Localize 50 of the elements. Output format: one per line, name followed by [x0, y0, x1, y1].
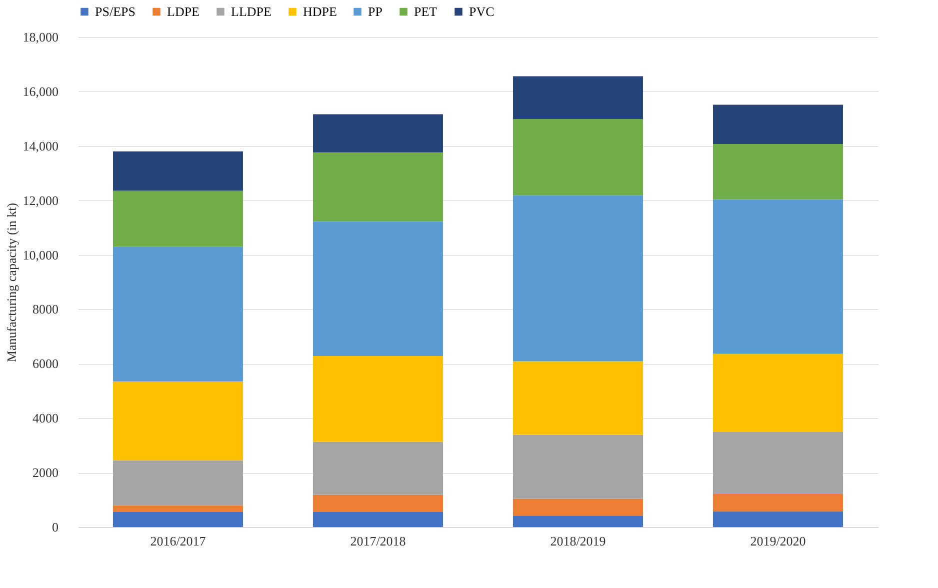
y-tick-label: 8000 [32, 302, 58, 317]
x-tick-label: 2017/2018 [350, 534, 406, 548]
bar [713, 104, 843, 144]
legend-label: PVC [469, 4, 494, 19]
legend-label: LLDPE [231, 4, 272, 19]
bar [713, 432, 843, 494]
bar [113, 246, 243, 382]
bar [313, 152, 443, 222]
y-tick-label: 2000 [32, 465, 58, 480]
bar [313, 442, 443, 495]
x-tick-label: 2018/2019 [550, 534, 606, 548]
bar [513, 118, 643, 196]
bar [513, 516, 643, 527]
bar [113, 381, 243, 460]
bar [313, 114, 443, 152]
bar [113, 151, 243, 191]
bar [513, 498, 643, 516]
bar [713, 494, 843, 512]
bar [713, 144, 843, 200]
bar [113, 512, 243, 527]
legend-label: HDPE [303, 4, 338, 19]
legend-label: PS/EPS [95, 4, 136, 19]
bar [313, 494, 443, 512]
y-tick-label: 16,000 [22, 84, 58, 99]
bar [313, 356, 443, 442]
bar [513, 76, 643, 119]
bar [713, 199, 843, 354]
legend-label: PP [368, 4, 382, 19]
x-tick-label: 2016/2017 [150, 534, 206, 548]
y-axis-title: Manufacturing capacity (in kt) [4, 202, 19, 362]
y-tick-label: 18,000 [22, 30, 58, 44]
bar [713, 354, 843, 432]
legend-label: LDPE [167, 4, 200, 19]
y-tick-label: 6000 [32, 356, 58, 372]
x-tick-label: 2019/2020 [750, 534, 806, 548]
y-tick-label: 4000 [32, 410, 58, 426]
bar [113, 190, 243, 247]
bar [513, 361, 643, 435]
y-tick-label: 10,000 [22, 247, 58, 262]
bar [713, 511, 843, 527]
bar [513, 195, 643, 362]
bar [113, 460, 243, 506]
legend-label: PET [414, 4, 438, 19]
bar [113, 505, 243, 512]
bar [313, 221, 443, 356]
y-tick-label: 0 [52, 520, 58, 534]
bar [513, 434, 643, 499]
bar [313, 512, 443, 527]
y-tick-label: 14,000 [22, 138, 58, 154]
y-tick-label: 12,000 [22, 192, 58, 208]
